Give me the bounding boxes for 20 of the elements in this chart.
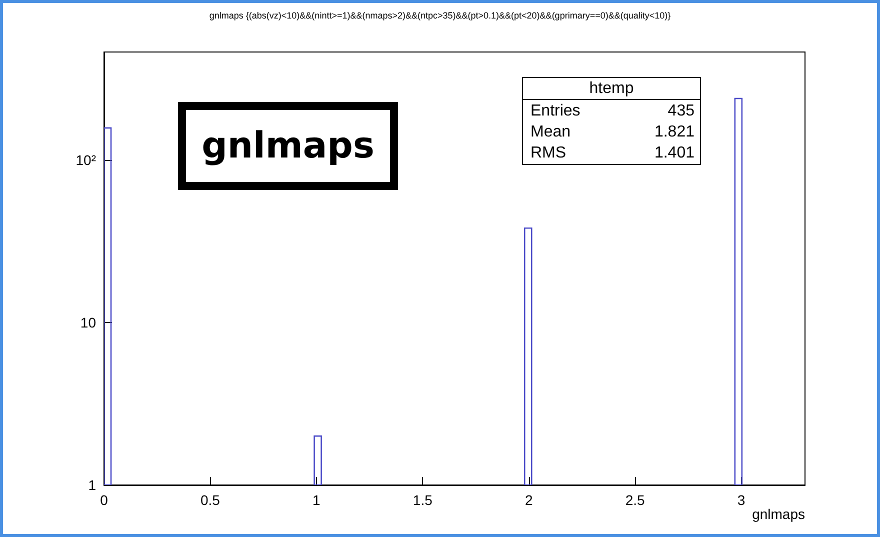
- y-tick-label: 10²: [76, 152, 96, 168]
- y-tick-label: 10: [80, 314, 96, 330]
- annotation: 435: [668, 102, 695, 120]
- annotation: 1.821: [654, 124, 695, 140]
- annotation: RMS: [530, 144, 566, 162]
- annotation: Mean: [530, 124, 571, 140]
- annotation: gnlmaps: [202, 126, 374, 166]
- x-tick-label: 1.5: [412, 492, 433, 508]
- annotation: 1.401: [654, 144, 695, 162]
- x-tick-label: 2: [524, 492, 533, 508]
- annotation: Entries: [530, 102, 580, 120]
- x-tick-label: 0.5: [200, 492, 220, 508]
- annotation: htemp: [589, 80, 634, 97]
- y-tick-label: 1: [88, 477, 96, 493]
- x-tick-label: 0: [100, 492, 108, 508]
- x-axis-title: gnlmaps: [752, 506, 806, 522]
- chart-title: gnlmaps {(abs(vz)<10)&&(nintt>=1)&&(nmaps>2)&&(ntpc>35)&&(pt>0.1)&&(pt<20)&&(gprimary==0)&&(quality<10)}: [209, 10, 671, 20]
- x-tick-label: 2.5: [625, 492, 645, 508]
- x-tick-label: 1: [312, 492, 321, 508]
- x-tick-label: 3: [737, 492, 746, 508]
